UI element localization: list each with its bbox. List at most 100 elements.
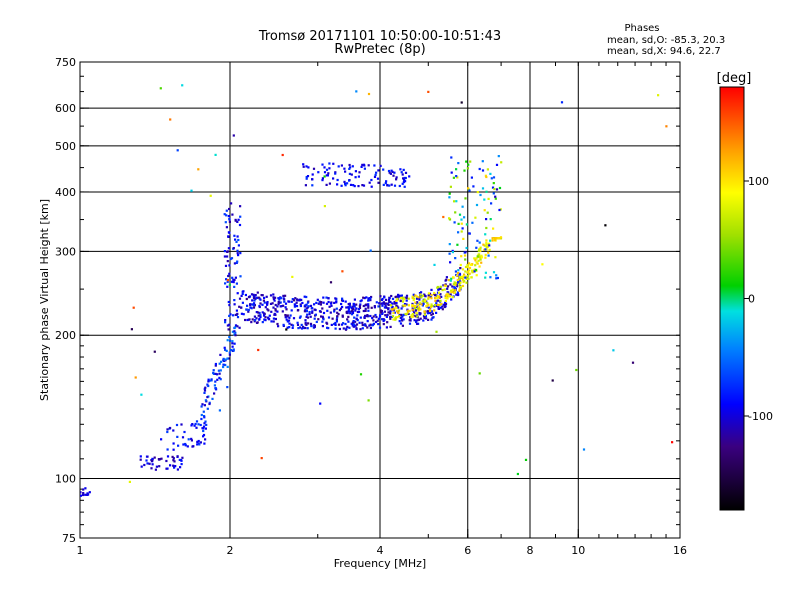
scatter-point <box>259 314 262 317</box>
y-tick-label: 75 <box>62 532 76 545</box>
scatter-point <box>416 313 419 316</box>
scatter-point <box>229 339 232 342</box>
scatter-point <box>282 294 285 297</box>
scatter-point <box>405 303 408 306</box>
scatter-point <box>214 362 217 366</box>
scatter-point <box>401 296 404 299</box>
scatter-point <box>300 327 304 330</box>
scatter-point <box>279 305 282 308</box>
scatter-point <box>319 402 322 405</box>
scatter-point <box>457 222 460 225</box>
chart-title: Tromsø 20171101 10:50:00-10:51:43 <box>258 29 501 44</box>
scatter-point <box>274 309 277 312</box>
scatter-point <box>313 325 316 329</box>
scatter-point <box>367 297 370 300</box>
scatter-point <box>287 319 291 322</box>
scatter-point <box>214 153 217 156</box>
scatter-point <box>232 314 235 317</box>
scatter-point <box>242 290 245 293</box>
scatter-point <box>340 302 343 306</box>
scatter-point <box>461 278 464 281</box>
scatter-point <box>226 250 229 253</box>
scatter-point <box>212 369 215 372</box>
scatter-point <box>469 263 472 266</box>
scatter-point <box>379 295 382 298</box>
scatter-point <box>416 319 419 322</box>
scatter-point <box>300 298 303 301</box>
scatter-point <box>418 298 421 301</box>
scatter-point <box>456 278 459 282</box>
scatter-point <box>485 241 488 245</box>
scatter-point <box>429 309 432 313</box>
scatter-point <box>388 300 391 303</box>
scatter-point <box>437 307 440 310</box>
scatter-point <box>363 164 366 167</box>
scatter-point <box>379 314 382 317</box>
scatter-point <box>237 218 240 221</box>
scatter-point <box>259 315 262 319</box>
scatter-point <box>410 314 413 317</box>
scatter-point <box>323 166 326 169</box>
scatter-point <box>291 324 295 327</box>
scatter-point <box>451 285 454 288</box>
scatter-point <box>456 285 459 288</box>
scatter-point <box>288 322 291 325</box>
scatter-point <box>225 209 228 212</box>
scatter-point <box>203 422 206 425</box>
scatter-point <box>433 309 436 312</box>
scatter-point <box>350 310 353 313</box>
scatter-point <box>218 376 221 379</box>
scatter-point <box>307 305 310 308</box>
scatter-point <box>261 321 264 324</box>
scatter-point <box>474 216 477 219</box>
scatter-point <box>350 306 353 310</box>
scatter-point <box>405 296 408 300</box>
scatter-point <box>344 170 347 173</box>
scatter-point <box>375 320 378 324</box>
scatter-point <box>317 302 320 305</box>
scatter-point <box>232 281 235 284</box>
scatter-point <box>200 417 203 421</box>
scatter-point <box>303 295 306 298</box>
scatter-point <box>176 435 179 438</box>
scatter-point <box>454 283 457 286</box>
scatter-point <box>184 442 187 446</box>
x-tick-labels: 1 2 4 6 8 10 16 <box>77 544 688 557</box>
scatter-point <box>434 304 437 307</box>
scatter-point <box>224 221 227 224</box>
scatter-point <box>348 163 351 167</box>
scatter-point <box>435 330 438 333</box>
scatter-point <box>279 297 282 300</box>
scatter-point <box>442 284 445 287</box>
scatter-point <box>371 317 374 320</box>
scatter-point <box>471 271 474 274</box>
scatter-point <box>363 316 366 319</box>
scatter-point <box>174 465 177 468</box>
scatter-point <box>419 308 422 311</box>
scatter-point <box>197 423 200 426</box>
scatter-point <box>375 316 378 319</box>
scatter-point <box>308 312 311 316</box>
scatter-point <box>395 316 398 319</box>
scatter-point <box>451 296 454 299</box>
scatter-point <box>231 345 234 348</box>
scatter-point <box>187 438 190 441</box>
scatter-point <box>186 445 189 448</box>
scatter-point <box>234 219 237 222</box>
scatter-point <box>390 315 393 318</box>
scatter-point <box>237 254 240 257</box>
scatter-point <box>230 257 234 260</box>
scatter-point <box>375 171 378 174</box>
scatter-point <box>328 162 331 165</box>
scatter-point <box>284 306 287 309</box>
scatter-point <box>264 319 267 322</box>
scatter-point <box>322 311 326 315</box>
scatter-point <box>228 314 231 317</box>
scatter-point <box>582 448 586 451</box>
scatter-point <box>436 286 439 289</box>
scatter-point <box>460 275 463 279</box>
scatter-point <box>238 305 241 308</box>
scatter-point <box>368 324 371 327</box>
scatter-point <box>412 293 415 296</box>
scatter-point <box>483 209 486 212</box>
